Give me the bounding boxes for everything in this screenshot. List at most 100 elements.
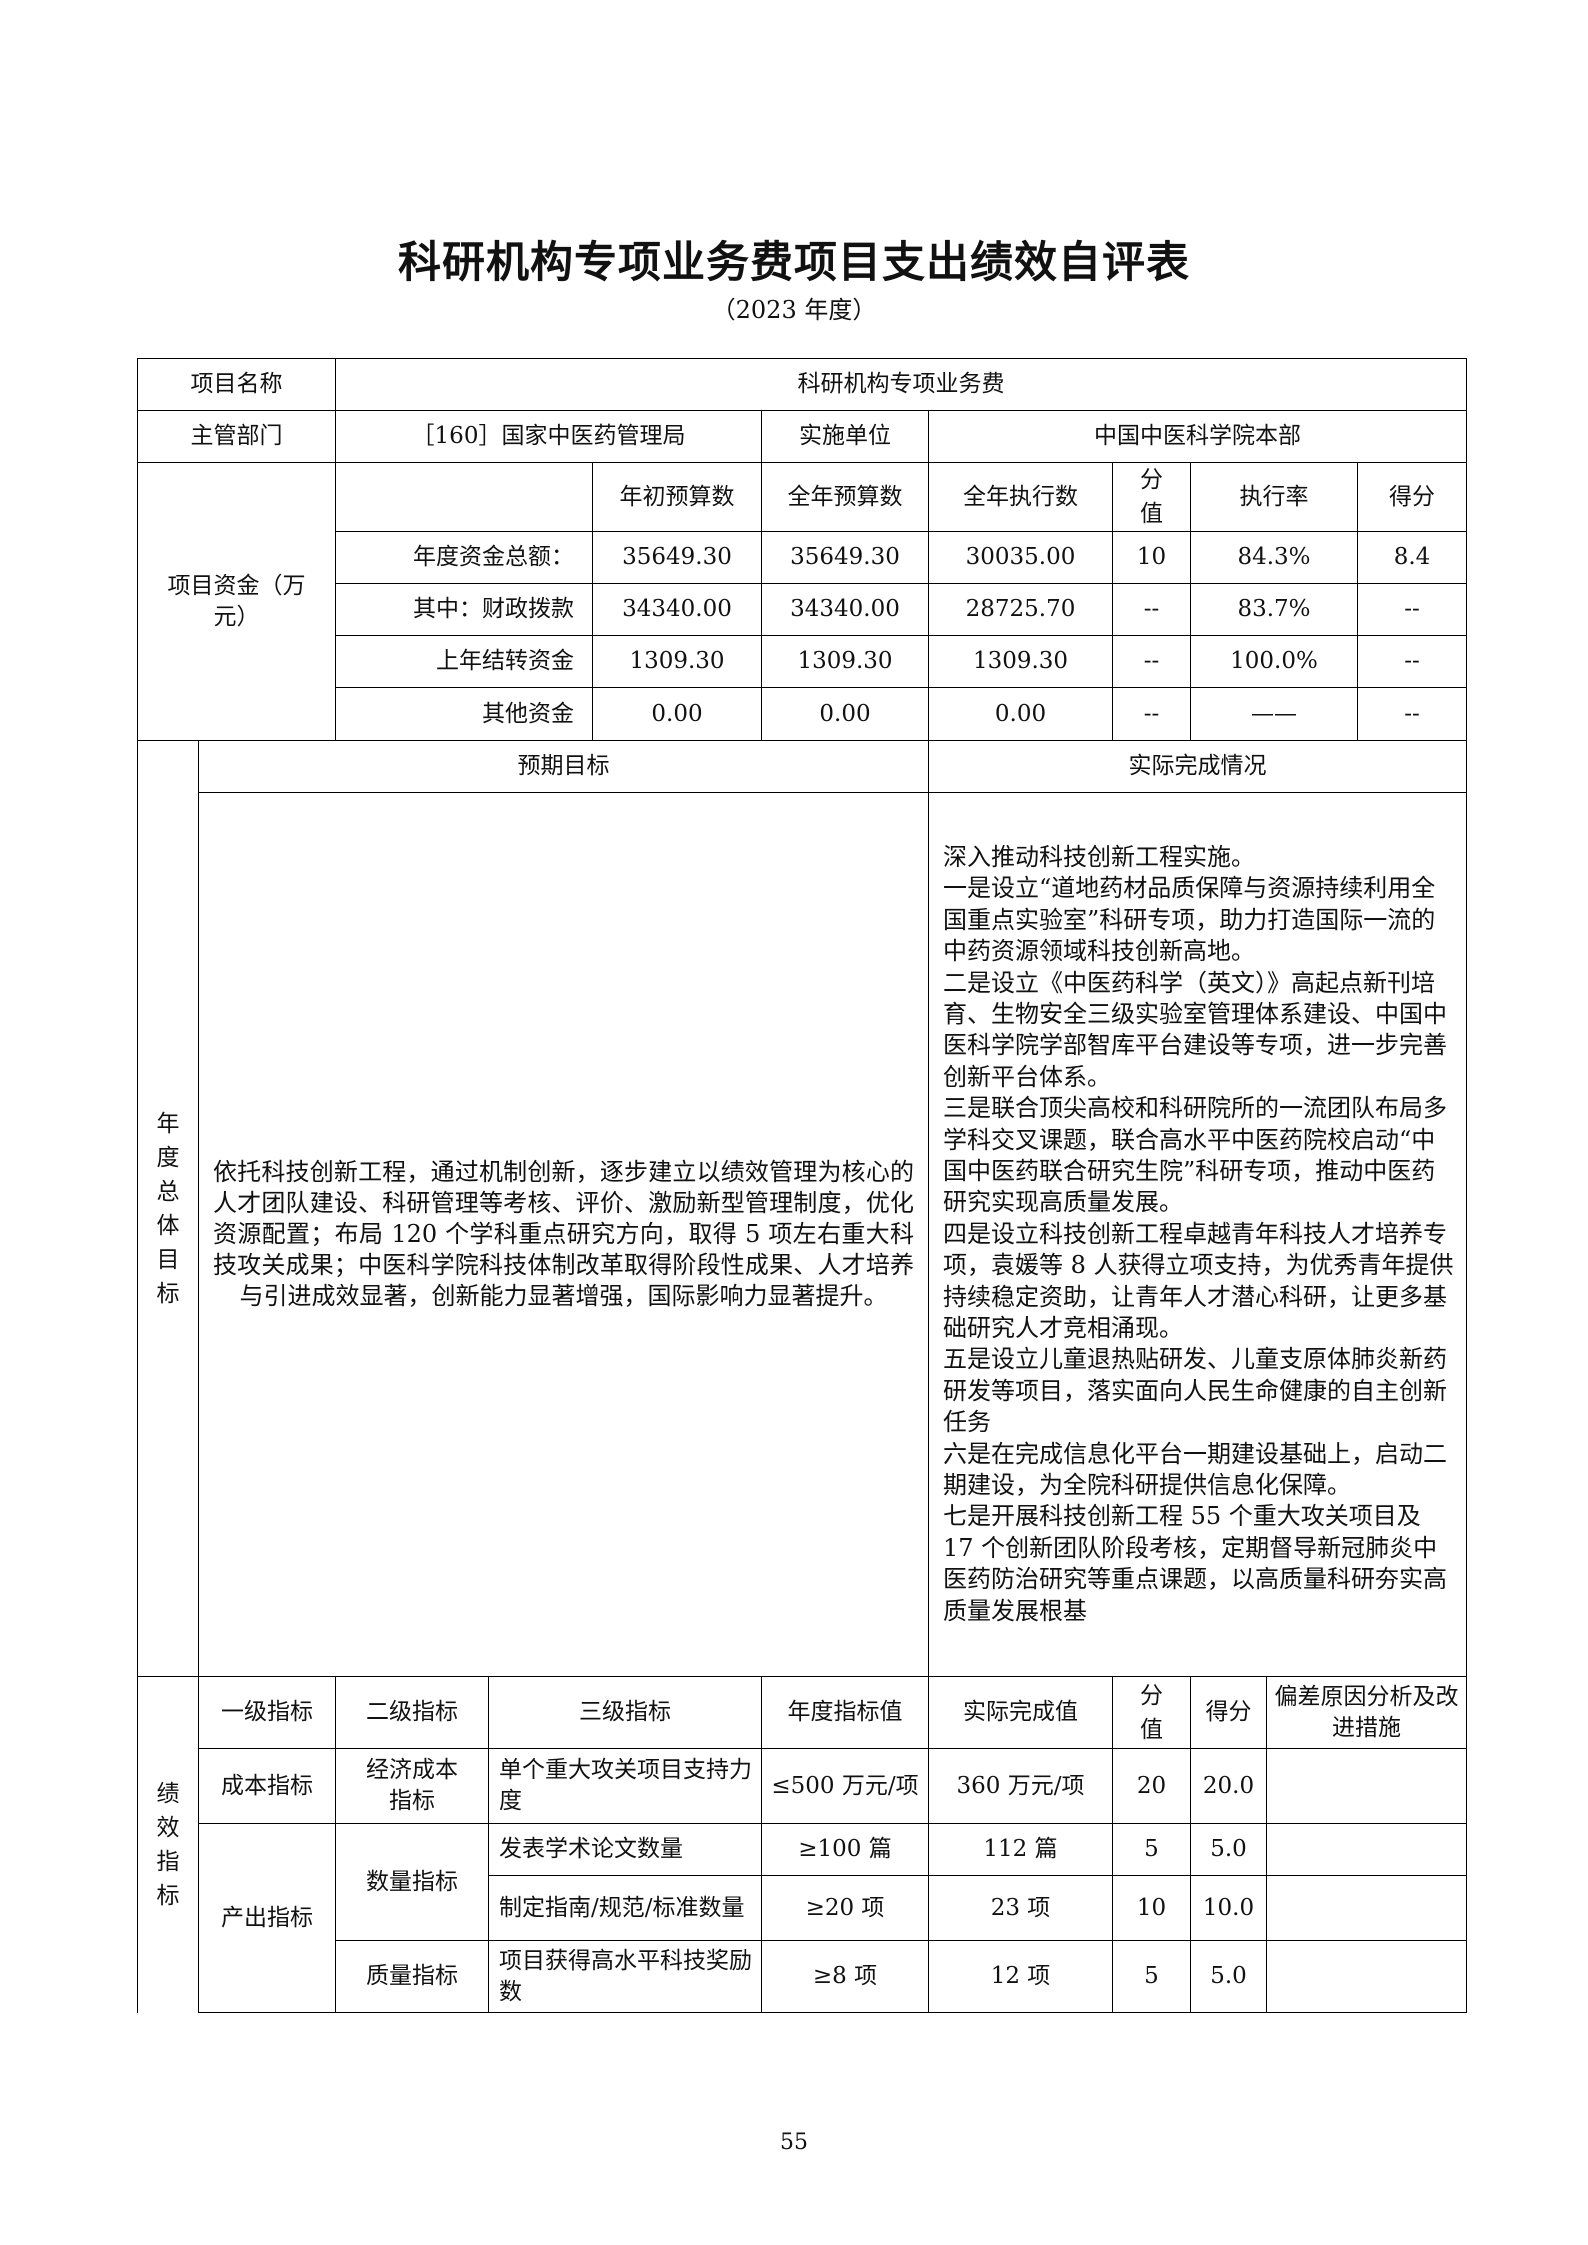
project-name-label: 项目名称 bbox=[137, 358, 336, 411]
header-actual: 实际完成值 bbox=[928, 1676, 1113, 1749]
indicator-actual: 112 篇 bbox=[928, 1823, 1113, 1876]
indicator-score: 10.0 bbox=[1190, 1875, 1267, 1941]
indicator-reason bbox=[1265, 1875, 1468, 1941]
indicator-actual: 360 万元/项 bbox=[928, 1748, 1113, 1824]
fund-initial: 0.00 bbox=[592, 687, 762, 741]
funds-header-rate: 执行率 bbox=[1190, 462, 1358, 532]
funds-header-weight: 分值 bbox=[1112, 462, 1191, 532]
unit-label: 实施单位 bbox=[761, 410, 929, 463]
header-weight: 分值 bbox=[1112, 1676, 1191, 1749]
fund-initial: 1309.30 bbox=[592, 635, 762, 688]
actual-result-text: 深入推动科技创新工程实施。 一是设立“道地药材品质保障与资源持续利用全国重点实验… bbox=[927, 792, 1468, 1677]
indicator-name: 单个重大攻关项目支持力度 bbox=[488, 1748, 762, 1824]
header-level1: 一级指标 bbox=[198, 1676, 336, 1749]
fund-weight: -- bbox=[1112, 635, 1191, 688]
fund-weight: -- bbox=[1112, 687, 1191, 741]
indicator-target: ≥100 篇 bbox=[761, 1823, 929, 1876]
fund-weight: -- bbox=[1112, 583, 1191, 636]
project-name-row: 项目名称 科研机构专项业务费 bbox=[137, 358, 1468, 411]
goals-label-text: 年度总体目标 bbox=[156, 1110, 180, 1307]
indicator-row: 产出指标 数量指标 发表学术论文数量 ≥100 篇 112 篇 5 5.0 bbox=[138, 1823, 1468, 2013]
funds-header-row: 项目资金（万元） 年初预算数 全年预算数 全年执行数 分值 执行率 得分 bbox=[137, 462, 1468, 741]
indicator-weight: 5 bbox=[1112, 1823, 1191, 1876]
fund-name: 年度资金总额： bbox=[335, 531, 593, 584]
indicator-target: ≥20 项 bbox=[761, 1875, 929, 1941]
level2-quantity: 数量指标 bbox=[335, 1823, 489, 1941]
fund-weight: 10 bbox=[1112, 531, 1191, 584]
fund-rate: —— bbox=[1190, 687, 1358, 741]
indicators-label-text: 绩效指标 bbox=[156, 1780, 180, 1909]
fund-executed: 30035.00 bbox=[928, 531, 1113, 584]
header-target: 年度指标值 bbox=[761, 1676, 929, 1749]
expected-goal-text: 依托科技创新工程，通过机制创新，逐步建立以绩效管理为核心的人才团队建设、科研管理… bbox=[198, 792, 929, 1677]
level2-economic-cost: 经济成本指标 bbox=[335, 1748, 489, 1824]
indicator-target: ≤500 万元/项 bbox=[761, 1748, 929, 1824]
funds-row: 其他资金 0.00 0.00 0.00 -- —— -- bbox=[138, 687, 1468, 741]
indicator-target: ≥8 项 bbox=[761, 1940, 929, 2013]
indicator-actual: 23 项 bbox=[928, 1875, 1113, 1941]
fund-executed: 28725.70 bbox=[928, 583, 1113, 636]
actual-paragraph: 七是开展科技创新工程 55 个重大攻关项目及 17 个创新团队阶段考核，定期督导… bbox=[943, 1502, 1447, 1625]
department-row: 主管部门 ［160］国家中医药管理局 实施单位 中国中医科学院本部 bbox=[137, 410, 1468, 463]
fund-score: -- bbox=[1356, 687, 1468, 741]
funds-row: 上年结转资金 1309.30 1309.30 1309.30 -- 100.0%… bbox=[138, 635, 1468, 688]
project-name-value: 科研机构专项业务费 bbox=[334, 358, 1468, 411]
fund-initial: 35649.30 bbox=[592, 531, 762, 584]
header-weight-text: 分值 bbox=[1140, 1682, 1163, 1743]
indicator-reason bbox=[1265, 1748, 1468, 1824]
actual-paragraph: 二是设立《中医药科学（英文）》高起点新刊培育、生物安全三级实验室管理体系建设、中… bbox=[943, 968, 1447, 1091]
indicator-reason bbox=[1265, 1940, 1468, 2013]
indicator-name: 发表学术论文数量 bbox=[488, 1823, 762, 1876]
fund-annual: 34340.00 bbox=[761, 583, 929, 636]
fund-annual: 0.00 bbox=[761, 687, 929, 741]
header-level2: 二级指标 bbox=[335, 1676, 489, 1749]
fund-rate: 83.7% bbox=[1190, 583, 1358, 636]
goals-label: 年度总体目标 bbox=[137, 740, 199, 1677]
actual-paragraph: 三是联合顶尖高校和科研院所的一流团队布局多学科交叉课题，联合高水平中医药院校启动… bbox=[943, 1094, 1447, 1217]
indicator-score: 5.0 bbox=[1190, 1823, 1267, 1876]
indicator-score: 20.0 bbox=[1190, 1748, 1267, 1824]
funds-header-executed: 全年执行数 bbox=[928, 462, 1113, 532]
fund-rate: 100.0% bbox=[1190, 635, 1358, 688]
dept-label: 主管部门 bbox=[137, 410, 336, 463]
funds-header-annual: 全年预算数 bbox=[761, 462, 929, 532]
indicator-row: 成本指标 经济成本指标 单个重大攻关项目支持力度 ≤500 万元/项 360 万… bbox=[138, 1748, 1468, 1824]
actual-paragraph: 一是设立“道地药材品质保障与资源持续利用全国重点实验室”科研专项，助力打造国际一… bbox=[943, 874, 1436, 966]
actual-paragraph: 四是设立科技创新工程卓越青年科技人才培养专项，袁媛等 8 人获得立项支持，为优秀… bbox=[943, 1219, 1454, 1343]
performance-evaluation-table: 项目名称 科研机构专项业务费 主管部门 ［160］国家中医药管理局 实施单位 中… bbox=[137, 358, 1468, 2013]
indicators-label: 绩效指标 bbox=[137, 1676, 199, 2013]
fund-executed: 0.00 bbox=[928, 687, 1113, 741]
actual-paragraph: 五是设立儿童退热贴研发、儿童支原体肺炎新药研发等项目，落实面向人民生命健康的自主… bbox=[943, 1345, 1447, 1437]
fund-rate: 84.3% bbox=[1190, 531, 1358, 584]
page-number: 55 bbox=[780, 2130, 808, 2155]
level1-output: 产出指标 bbox=[198, 1823, 336, 2013]
header-level3: 三级指标 bbox=[488, 1676, 762, 1749]
funds-label-text: 项目资金（万元） bbox=[167, 572, 306, 630]
funds-row: 年度资金总额： 35649.30 35649.30 30035.00 10 84… bbox=[138, 531, 1468, 584]
indicator-name: 制定指南/规范/标准数量 bbox=[488, 1875, 762, 1941]
indicator-name: 项目获得高水平科技奖励数 bbox=[488, 1940, 762, 2013]
funds-header-score: 得分 bbox=[1356, 462, 1468, 532]
fund-score: -- bbox=[1356, 635, 1468, 688]
indicator-reason bbox=[1265, 1823, 1468, 1876]
fund-annual: 35649.30 bbox=[761, 531, 929, 584]
level1-cost: 成本指标 bbox=[198, 1748, 336, 1824]
fund-score: -- bbox=[1356, 583, 1468, 636]
fund-score: 8.4 bbox=[1356, 531, 1468, 584]
indicator-score: 5.0 bbox=[1190, 1940, 1267, 2013]
funds-label: 项目资金（万元） bbox=[137, 462, 336, 741]
page-subtitle: （2023 年度） bbox=[711, 296, 877, 324]
indicator-row: 质量指标 项目获得高水平科技奖励数 ≥8 项 12 项 5 5.0 bbox=[138, 1940, 1468, 2013]
indicator-actual: 12 项 bbox=[928, 1940, 1113, 2013]
funds-header-weight-text: 分值 bbox=[1140, 467, 1163, 527]
fund-initial: 34340.00 bbox=[592, 583, 762, 636]
actual-paragraph: 深入推动科技创新工程实施。 bbox=[943, 842, 1255, 871]
page-title: 科研机构专项业务费项目支出绩效自评表 bbox=[398, 238, 1190, 288]
unit-value: 中国中医科学院本部 bbox=[927, 410, 1468, 463]
actual-result-header: 实际完成情况 bbox=[927, 740, 1468, 793]
goals-row: 依托科技创新工程，通过机制创新，逐步建立以绩效管理为核心的人才团队建设、科研管理… bbox=[138, 792, 1468, 1677]
goals-header-row: 年度总体目标 预期目标 实际完成情况 bbox=[137, 740, 1468, 1677]
level2-quality: 质量指标 bbox=[335, 1940, 489, 2013]
indicator-weight: 10 bbox=[1112, 1875, 1191, 1941]
fund-name: 其他资金 bbox=[335, 687, 593, 741]
